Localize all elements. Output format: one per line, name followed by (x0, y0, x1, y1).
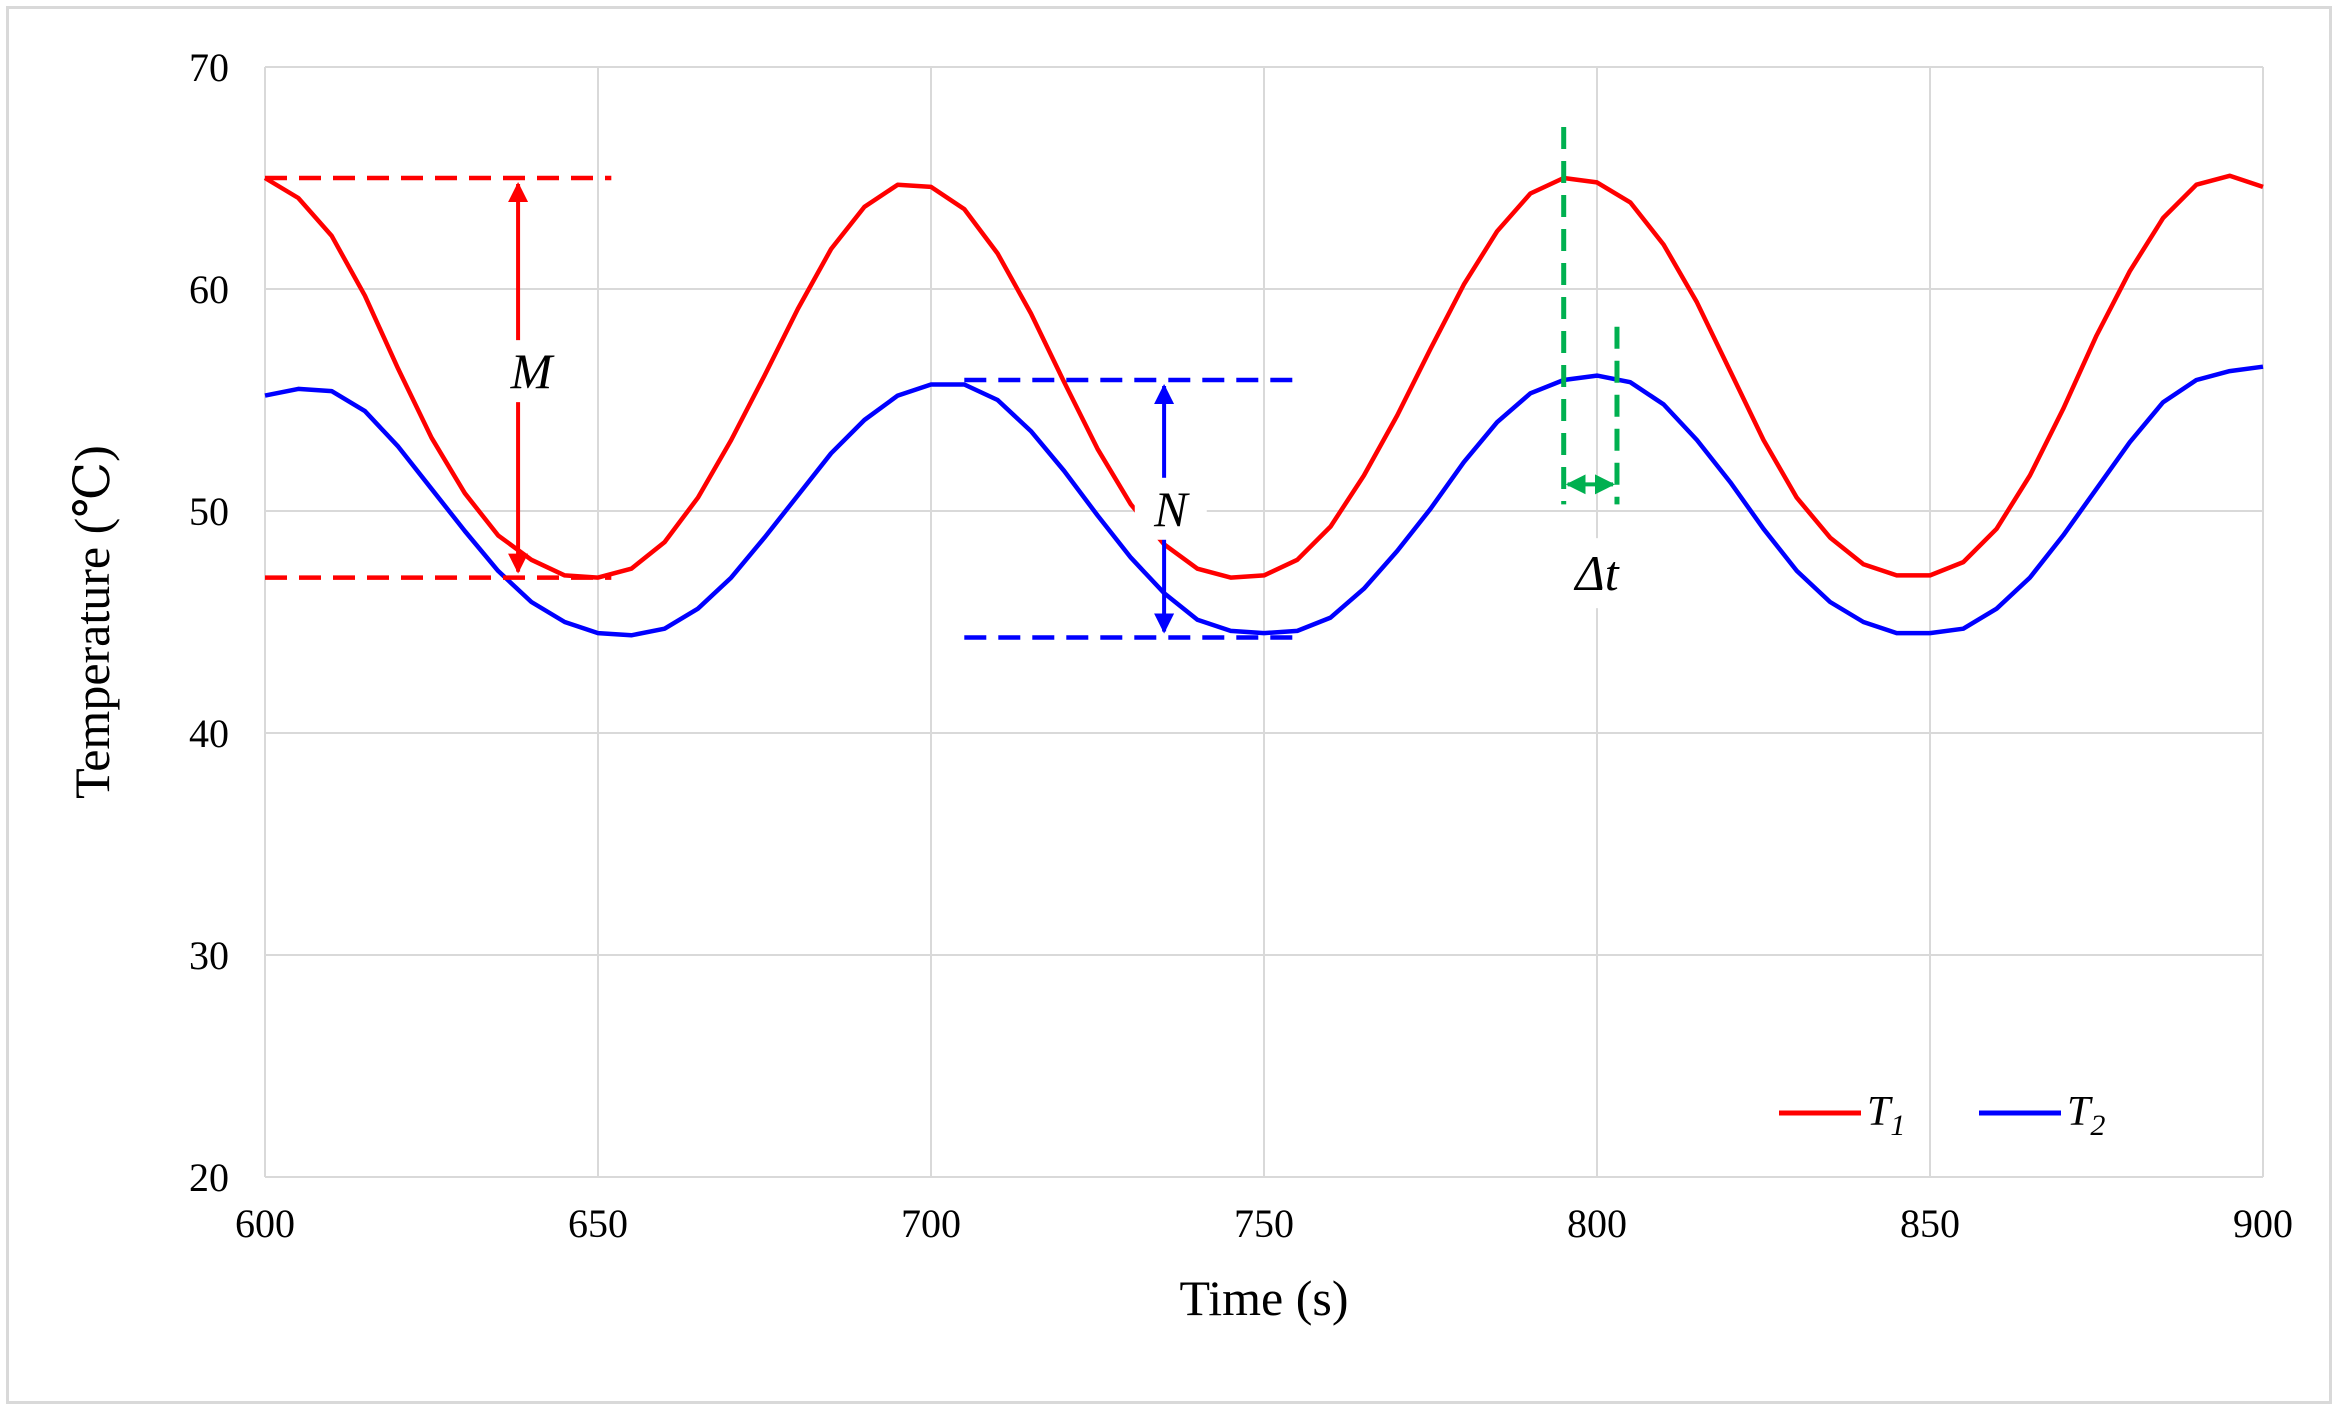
tick-labels: 20 30 40 50 60 70 600 650 700 750 800 850 900 (189, 45, 2293, 1246)
legend-label-t1: T1 (1867, 1089, 1905, 1142)
legend-label-t2-main: T (2067, 1089, 2093, 1135)
y-tick-label-50: 50 (189, 489, 229, 534)
y-tick-label-20: 20 (189, 1155, 229, 1200)
series-layer (263, 173, 2264, 638)
x-axis-title: Time (s) (1179, 1270, 1348, 1326)
x-tick-label-900: 900 (2233, 1201, 2293, 1246)
annotation-dt-label: Δt (1573, 545, 1619, 601)
annotation-m-label: M (510, 343, 555, 399)
y-axis-title: Temperature (℃) (64, 445, 120, 799)
legend-label-t1-sub: 1 (1890, 1109, 1905, 1142)
series-line-t1 (263, 173, 2264, 580)
y-tick-label-40: 40 (189, 711, 229, 756)
y-tick-label-60: 60 (189, 267, 229, 312)
legend-label-t1-main: T (1867, 1089, 1893, 1135)
chart-frame: M N Δt 20 30 40 50 60 70 600 650 700 750 800 850 900 T… (6, 6, 2332, 1404)
gridlines (264, 66, 2264, 1178)
legend-label-t2: T2 (2067, 1089, 2105, 1142)
x-tick-label-800: 800 (1567, 1201, 1627, 1246)
x-tick-label-600: 600 (235, 1201, 295, 1246)
annotation-m-label-bg (495, 340, 568, 403)
annotation-dt-label-bg (1542, 538, 1652, 609)
legend-label-t2-sub: 2 (2090, 1109, 2105, 1142)
x-tick-label-850: 850 (1900, 1201, 1960, 1246)
x-tick-label-650: 650 (568, 1201, 628, 1246)
annotation-n-label-bg (1134, 477, 1207, 540)
y-tick-label-70: 70 (189, 45, 229, 90)
x-tick-label-750: 750 (1234, 1201, 1294, 1246)
annotation-n-label: N (1153, 481, 1190, 537)
line-chart: M N Δt 20 30 40 50 60 70 600 650 700 750 800 850 900 T… (64, 45, 2293, 1326)
x-tick-label-700: 700 (901, 1201, 961, 1246)
y-tick-label-30: 30 (189, 933, 229, 978)
annotations: M N Δt (265, 126, 1652, 640)
legend: T1 T2 (1779, 1089, 2105, 1142)
series-line-t2 (264, 364, 2264, 638)
